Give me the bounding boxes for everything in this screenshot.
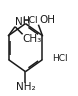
Text: NH₂: NH₂	[16, 82, 35, 92]
Text: OH: OH	[39, 15, 55, 25]
Text: HCl: HCl	[53, 54, 68, 63]
Text: NH: NH	[15, 17, 30, 27]
Text: CH₃: CH₃	[22, 34, 41, 44]
Text: HCl: HCl	[22, 16, 37, 25]
